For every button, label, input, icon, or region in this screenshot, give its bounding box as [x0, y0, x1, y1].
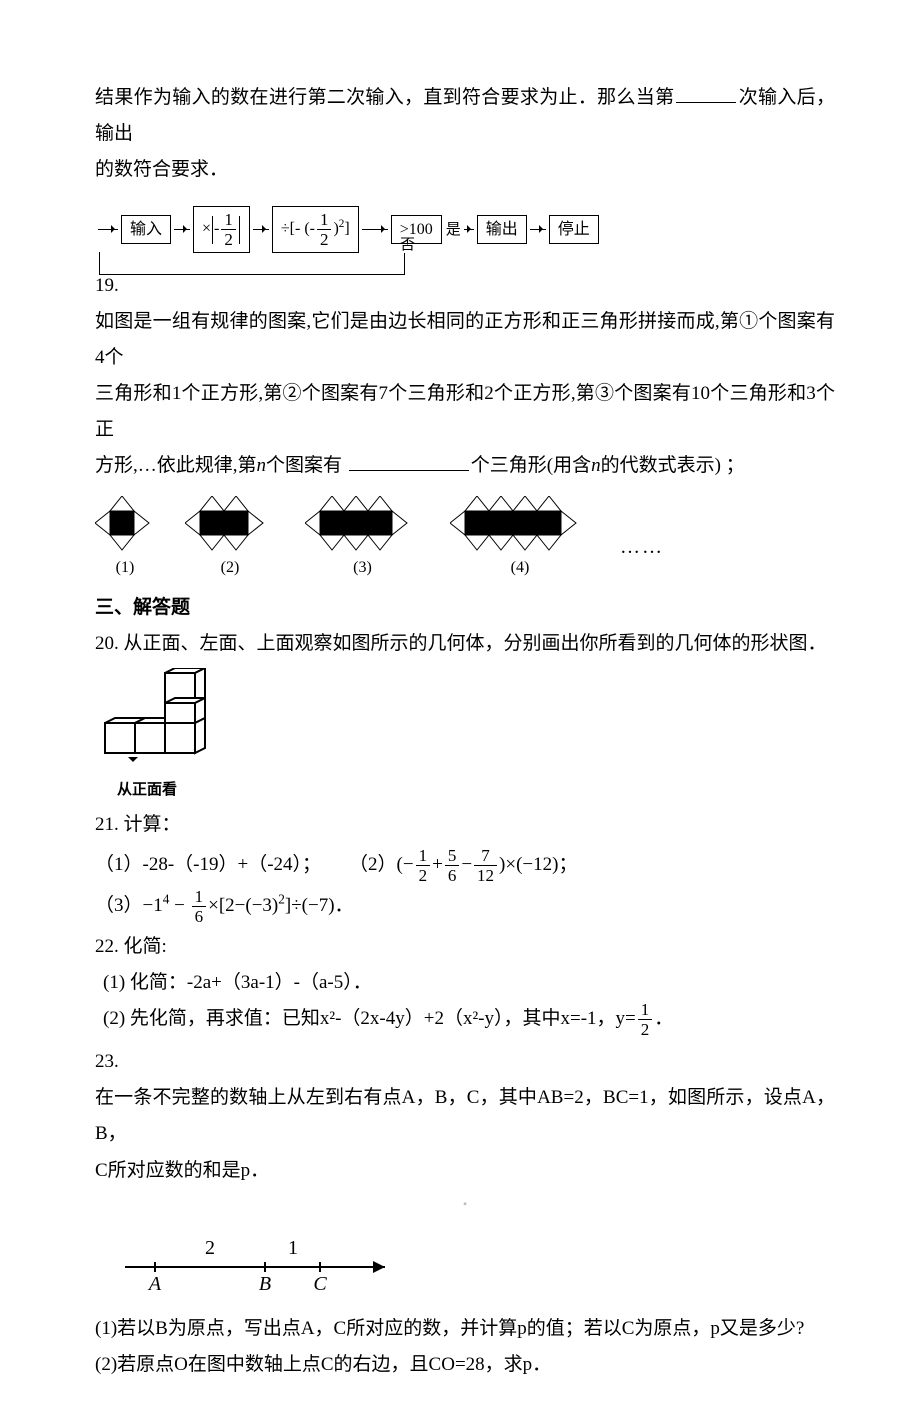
q19-line2: 三角形和1个正方形,第②个图案有7个三角形和2个正方形,第③个图案有10个三角形…	[95, 376, 835, 448]
q22-l2b: ．	[654, 1008, 673, 1029]
q21-1: （1）-28-（-19）+（-24）；	[95, 847, 321, 883]
q23-p1: 在一条不完整的数轴上从左到右有点A，B，C，其中AB=2，BC=1，如图所示，设…	[95, 1080, 835, 1152]
flowchart: 输入 ×-12 ÷[- (-12)2] >100 是 输出 停止 否	[95, 206, 835, 260]
q19-line3c: 个三角形(用含	[471, 455, 591, 476]
q23-number: 23.	[95, 1044, 835, 1080]
q19-line1: 如图是一组有规律的图案,它们是由边长相同的正方形和正三角形拼接而成,第①个图案有…	[95, 304, 835, 376]
q21-3-pre: （3）	[95, 895, 143, 916]
pattern-3-svg	[305, 496, 420, 551]
q19-line3d: 的代数式表示) ；	[601, 455, 745, 476]
flow-arrow	[253, 229, 269, 230]
flow-box-stop: 停止	[549, 215, 599, 244]
pt-A: A	[147, 1273, 162, 1292]
page-root: 结果作为输入的数在进行第二次输入，直到符合要求为止．那么当第次输入后，输出 的数…	[0, 0, 920, 1423]
flow-box-input: 输入	[121, 215, 171, 244]
q21-2-post: ；	[558, 854, 577, 875]
watermark-dot: ▪	[95, 1195, 835, 1214]
flow-arrow	[362, 229, 388, 230]
q23-p3: (1)若以B为原点，写出点A，C所对应的数，并计算p的值；若以C为原点，p又是多…	[95, 1311, 835, 1347]
prev-line-1: 结果作为输入的数在进行第二次输入，直到符合要求为止．那么当第次输入后，输出	[95, 80, 835, 152]
pattern-4-svg	[450, 496, 590, 551]
flow-arrow	[174, 229, 190, 230]
q19-line3b: 个图案有	[266, 455, 347, 476]
flow-box-gt: >100	[391, 215, 442, 244]
q20-svg	[95, 668, 225, 763]
pattern-2-label: (2)	[185, 553, 275, 583]
prev-line-2: 的数符合要求．	[95, 152, 835, 188]
flowchart-row: 输入 ×-12 ÷[- (-12)2] >100 是 输出 停止	[95, 206, 835, 253]
pattern-2-svg	[185, 496, 275, 551]
q23-p4: (2)若原点O在图中数轴上点C的右边，且CO=28，求p．	[95, 1347, 835, 1383]
pattern-1-label: (1)	[95, 553, 155, 583]
q19-patterns: (1) (2)	[95, 496, 835, 583]
q20-caption: 从正面看	[95, 776, 835, 805]
q21-line2: （3）−14 − 16×[2−(−3)2]÷(−7)．	[95, 888, 835, 925]
q19-line3: 方形,…依此规律,第n个图案有 个三角形(用含n的代数式表示) ；	[95, 448, 835, 484]
flow-arrow	[530, 229, 546, 230]
q21-line1: （1）-28-（-19）+（-24）； （2）(−12+56−712)×(−12…	[95, 847, 835, 884]
pattern-4: (4)	[450, 496, 590, 583]
blank-1	[676, 102, 736, 103]
q20-figure: 从正面看	[95, 668, 835, 805]
q23-numberline: 2 1 A B C	[115, 1232, 835, 1305]
seg-label-2: 2	[205, 1237, 215, 1259]
flow-box-div: ÷[- (-12)2]	[272, 206, 359, 253]
q20-text: 20. 从正面、左面、上面观察如图所示的几何体，分别画出你所看到的几何体的形状图…	[95, 626, 835, 662]
pattern-1-svg	[95, 496, 155, 551]
q21-3-post: ．	[335, 895, 354, 916]
q22-head: 22. 化简:	[95, 929, 835, 965]
blank-2	[349, 470, 469, 471]
q22-l2a: (2) 先化简，再求值：已知x²-（2x-4y）+2（x²-y），其中x=-1，…	[103, 1008, 636, 1029]
flow-arrow	[98, 229, 118, 230]
q19-line3a: 方形,…依此规律,第	[95, 455, 257, 476]
pt-C: C	[313, 1273, 327, 1292]
q19-italic-n-2: n	[591, 455, 601, 476]
pattern-4-label: (4)	[450, 553, 590, 583]
prev-text-a: 结果作为输入的数在进行第二次输入，直到符合要求为止．那么当第	[95, 87, 674, 108]
flow-decision-wrap: >100	[391, 215, 442, 244]
q22-l1: (1) 化简：-2a+（3a-1）-（a-5）．	[95, 965, 835, 1001]
view-arrow-icon	[128, 757, 138, 762]
pt-B: B	[259, 1273, 271, 1292]
pattern-row: (1) (2)	[95, 496, 835, 583]
pattern-3: (3)	[305, 496, 420, 583]
section-3-title: 三、解答题	[95, 590, 835, 626]
q19-italic-n: n	[257, 455, 267, 476]
flow-loop-line	[99, 252, 404, 275]
pattern-3-label: (3)	[305, 553, 420, 583]
numberline-svg: 2 1 A B C	[115, 1232, 415, 1292]
q23-p2: C所对应数的和是p．	[95, 1153, 835, 1189]
flow-box-mul: ×-12	[193, 206, 250, 253]
flow-arrow	[464, 229, 474, 230]
seg-label-1: 1	[288, 1237, 298, 1259]
pattern-ellipsis: ……	[620, 528, 664, 584]
flow-box-out: 输出	[477, 215, 527, 244]
pattern-2: (2)	[185, 496, 275, 583]
q21-2-pre: （2）	[349, 854, 397, 875]
q21-head: 21. 计算：	[95, 807, 835, 843]
q21-2: （2）(−12+56−712)×(−12)；	[349, 847, 577, 884]
flow-label-yes: 是	[446, 216, 461, 245]
pattern-1: (1)	[95, 496, 155, 583]
q22-l2: (2) 先化简，再求值：已知x²-（2x-4y）+2（x²-y），其中x=-1，…	[95, 1001, 835, 1038]
